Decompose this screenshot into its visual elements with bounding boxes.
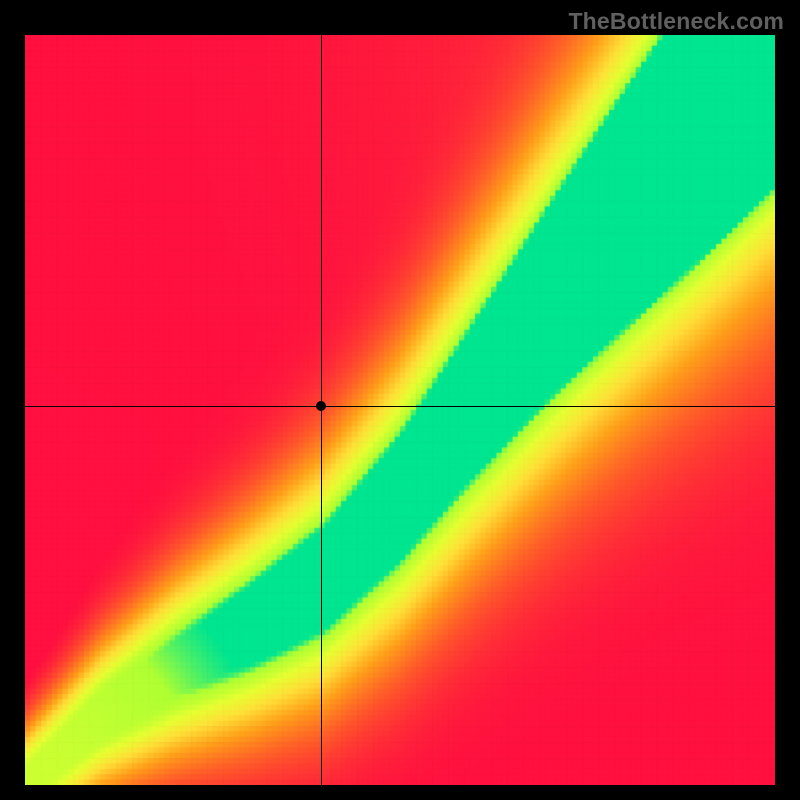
watermark-text: TheBottleneck.com [568, 8, 784, 35]
heatmap-canvas [25, 35, 775, 785]
frame: TheBottleneck.com [0, 0, 800, 800]
heatmap-plot [25, 35, 775, 785]
